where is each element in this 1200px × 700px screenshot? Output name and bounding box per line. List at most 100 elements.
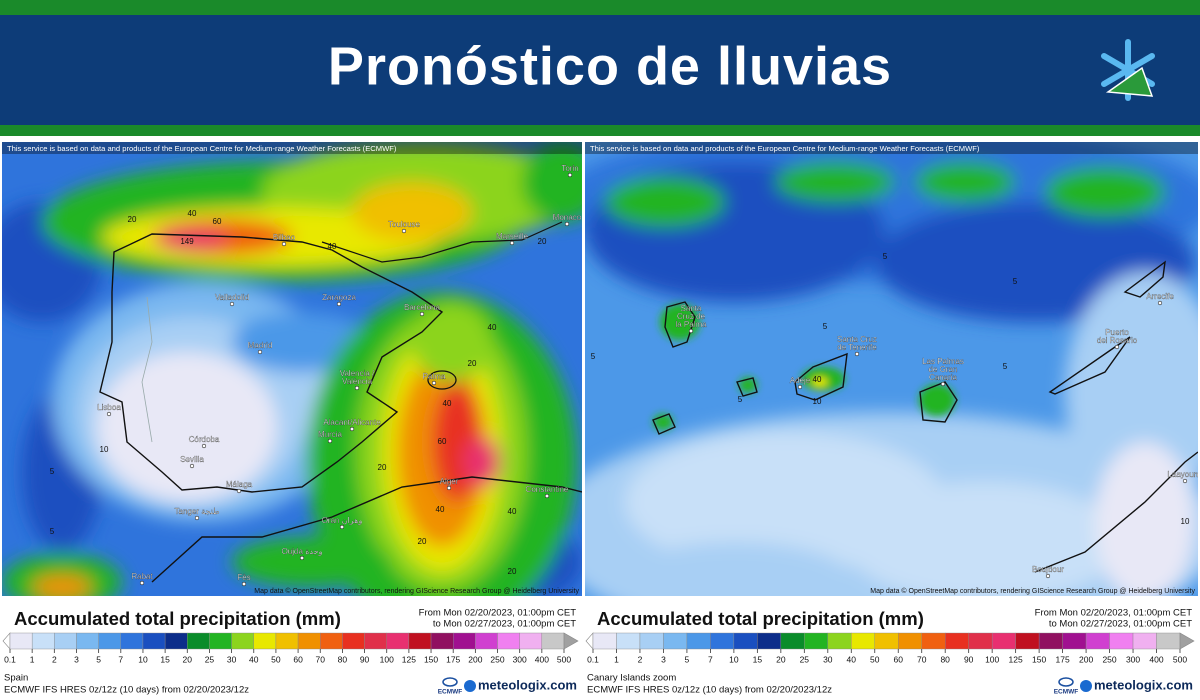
scale-label: 7	[118, 654, 123, 664]
scale-label: 500	[1173, 654, 1187, 664]
color-swatch	[968, 632, 993, 650]
scale-label: 80	[940, 654, 950, 664]
date-from: From Mon 02/20/2023, 01:00pm CET	[419, 608, 577, 619]
scale-label: 40	[249, 654, 259, 664]
precip-area	[352, 182, 472, 242]
model-info: ECMWF IFS HRES 0z/12z (10 days) from 02/…	[4, 685, 249, 696]
place-label: Bilbao	[273, 233, 296, 242]
contour-label: 5	[50, 467, 55, 476]
color-swatch	[497, 632, 520, 650]
contour-label: 5	[823, 322, 828, 331]
scale-label: 50	[271, 654, 281, 664]
place-dot	[419, 311, 425, 317]
scale-label: 400	[535, 654, 549, 664]
region-name: Canary Islands zoom	[587, 673, 676, 684]
color-swatch	[780, 632, 805, 650]
scale-label: 100	[380, 654, 394, 664]
contour-label: 40	[488, 323, 497, 332]
color-swatch	[898, 632, 922, 650]
contour-label: 60	[213, 217, 222, 226]
place-dot	[201, 443, 207, 449]
scale-label: 60	[894, 654, 904, 664]
place-label: Arrecife	[1146, 292, 1174, 301]
place-label: del Rosario	[1097, 336, 1138, 345]
place-dot	[1114, 344, 1120, 350]
color-swatch	[874, 632, 899, 650]
scale-label: 175	[446, 654, 460, 664]
scale-label: 60	[293, 654, 303, 664]
place-dot	[567, 172, 573, 178]
precip-area	[32, 575, 92, 596]
color-swatch	[320, 632, 343, 650]
contour-label: 5	[1003, 362, 1008, 371]
place-dot	[336, 301, 342, 307]
place-label: Palma	[423, 372, 446, 381]
precip-area	[915, 162, 1015, 202]
place-label: Toulouse	[388, 220, 421, 229]
contour-label: 40	[436, 505, 445, 514]
header-stripe	[0, 0, 1200, 15]
color-swatch	[663, 632, 688, 650]
precip-field	[585, 142, 1198, 596]
place-dot	[564, 221, 570, 227]
color-swatch	[519, 632, 543, 650]
scale-label: 400	[1149, 654, 1163, 664]
place-label: Oran وهران	[322, 516, 363, 525]
map-credit: Map data © OpenStreetMap contributors, r…	[254, 587, 579, 595]
precip-area	[605, 177, 725, 227]
color-swatch	[1132, 632, 1157, 650]
scale-label: 150	[424, 654, 438, 664]
date-to: to Mon 02/27/2023, 01:00pm CET	[433, 619, 576, 630]
scale-label: 20	[776, 654, 786, 664]
color-swatch	[921, 632, 946, 650]
attribution: This service is based on data and produc…	[590, 144, 980, 153]
scale-label: 25	[800, 654, 810, 664]
coastline	[919, 381, 958, 423]
page-title: Pronóstico de lluvias	[328, 36, 892, 96]
place-dot	[281, 241, 287, 247]
model-info: ECMWF IFS HRES 0z/12z (10 days) from 02/…	[587, 685, 832, 696]
color-swatch	[209, 632, 232, 650]
coastline	[151, 476, 582, 583]
coastline	[736, 377, 758, 397]
contour-label: 60	[438, 437, 447, 446]
ecmwf-mark	[442, 677, 458, 687]
scale-label: 125	[1009, 654, 1023, 664]
place-label: Alacant/Alicante	[323, 418, 381, 427]
precip-field	[2, 142, 582, 596]
contour-label: 149	[180, 237, 194, 246]
precip-area	[845, 482, 1125, 596]
place-label: Boujdour	[1032, 565, 1064, 574]
place-dot	[354, 385, 360, 391]
color-swatch	[991, 632, 1016, 650]
place-label: Laayoune	[1167, 470, 1200, 479]
color-swatch	[639, 632, 664, 650]
precip-area	[1095, 442, 1195, 596]
date-to: to Mon 02/27/2023, 01:00pm CET	[1049, 619, 1192, 630]
contour-label: 5	[591, 352, 596, 361]
scale-label: 90	[360, 654, 370, 664]
scale-label: 40	[847, 654, 857, 664]
place-dot	[1157, 300, 1163, 306]
scale-label: 250	[490, 654, 504, 664]
coastline	[99, 233, 444, 493]
color-swatch	[757, 632, 782, 650]
precip-area	[97, 352, 277, 502]
contour-label: 20	[378, 463, 387, 472]
scale-label: 5	[96, 654, 101, 664]
place-label: de Tenerife	[837, 343, 877, 352]
precip-area	[1045, 167, 1165, 217]
ecmwf-logo: ECMWF	[438, 689, 463, 696]
color-swatch	[1062, 632, 1087, 650]
place-dot	[236, 488, 242, 494]
place-dot	[194, 515, 200, 521]
color-swatch	[1038, 632, 1063, 650]
scale-label: 30	[823, 654, 833, 664]
place-label: Monaco	[553, 213, 582, 222]
coastline	[1034, 451, 1198, 573]
brand-icon	[464, 680, 476, 692]
scale-label: 10	[138, 654, 148, 664]
coastline	[1048, 336, 1131, 395]
place-label: Torin	[561, 164, 578, 173]
color-swatch	[187, 632, 210, 650]
